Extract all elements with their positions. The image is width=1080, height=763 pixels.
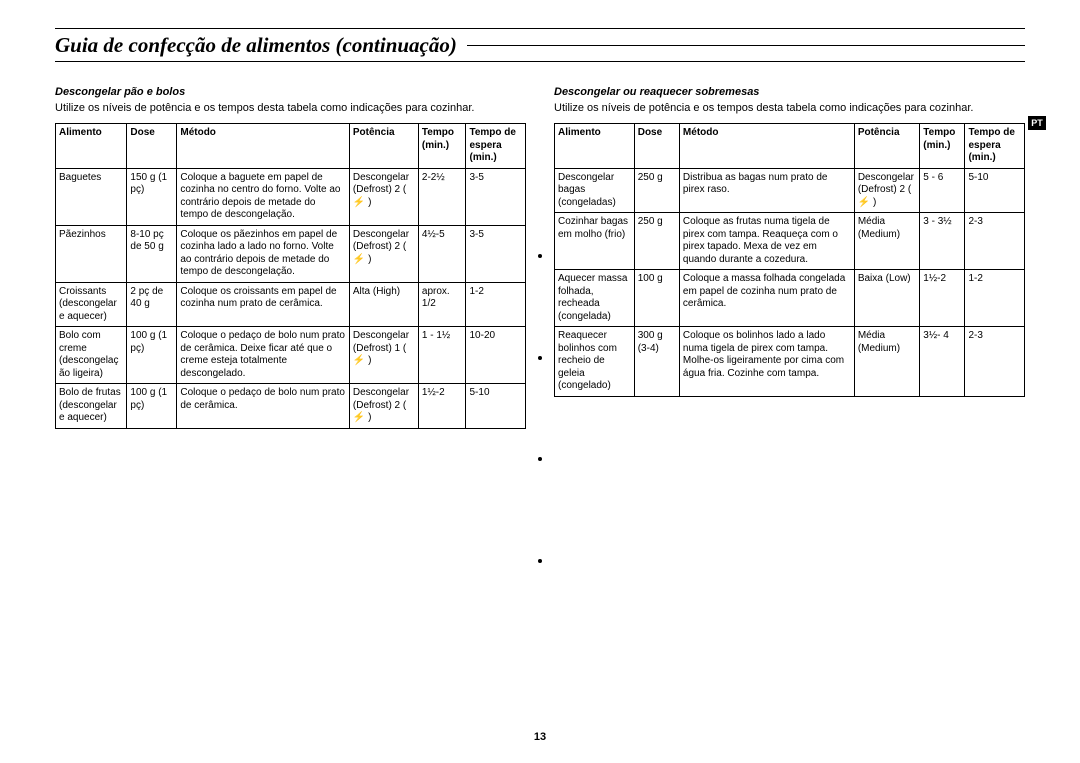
th-espera: Tempo de espera (min.): [965, 124, 1025, 169]
th-tempo: Tempo (min.): [418, 124, 466, 169]
cell: Média (Medium): [854, 213, 919, 270]
cell: 3-5: [466, 168, 526, 225]
title-extend-line: [467, 45, 1025, 46]
cell: Coloque as frutas numa tigela de pirex c…: [679, 213, 854, 270]
cell: Croissants (descongelar e aquecer): [56, 282, 127, 327]
right-table: Alimento Dose Método Potência Tempo (min…: [554, 123, 1025, 397]
table-row: Aquecer massa folhada, recheada (congela…: [555, 270, 1025, 327]
cell: Bolo com creme (descongelação ligeira): [56, 327, 127, 384]
left-section-intro: Utilize os níveis de potência e os tempo…: [55, 101, 526, 115]
table-header-row: Alimento Dose Método Potência Tempo (min…: [555, 124, 1025, 169]
cell: Aquecer massa folhada, recheada (congela…: [555, 270, 635, 327]
page-number: 13: [0, 731, 1080, 743]
th-tempo: Tempo (min.): [920, 124, 965, 169]
th-alimento: Alimento: [56, 124, 127, 169]
right-section-intro: Utilize os níveis de potência e os tempo…: [554, 101, 1025, 115]
table-row: Reaquecer bolinhos com recheio de geleia…: [555, 327, 1025, 397]
table-row: Bolo de frutas (descongelar e aquecer) 1…: [56, 384, 526, 429]
cell: 3 - 3½: [920, 213, 965, 270]
right-column: Descongelar ou reaquecer sobremesas Util…: [554, 86, 1025, 429]
cell: Cozinhar bagas em molho (frio): [555, 213, 635, 270]
cell: Média (Medium): [854, 327, 919, 397]
cell: Descongelar (Defrost) 1 ( ⚡ ): [349, 327, 418, 384]
cell: 100 g: [634, 270, 679, 327]
cell: Bolo de frutas (descongelar e aquecer): [56, 384, 127, 429]
cell: 3½- 4: [920, 327, 965, 397]
table-header-row: Alimento Dose Método Potência Tempo (min…: [56, 124, 526, 169]
th-metodo: Método: [177, 124, 350, 169]
cell: 1-2: [466, 282, 526, 327]
cell: 4½-5: [418, 225, 466, 282]
language-tab: PT: [1028, 116, 1046, 130]
left-table: Alimento Dose Método Potência Tempo (min…: [55, 123, 526, 429]
th-potencia: Potência: [349, 124, 418, 169]
cell: Coloque o pedaço de bolo num prato de ce…: [177, 384, 350, 429]
cell: Descongelar (Defrost) 2 ( ⚡ ): [854, 168, 919, 213]
cell: Coloque os bolinhos lado a lado numa tig…: [679, 327, 854, 397]
title-row: Guia de confecção de alimentos (continua…: [55, 33, 1025, 58]
cell: 5 - 6: [920, 168, 965, 213]
cell: 5-10: [965, 168, 1025, 213]
cell: 100 g (1 pç): [127, 384, 177, 429]
cell: 3-5: [466, 225, 526, 282]
below-title-rule: [55, 61, 1025, 62]
cell: Baguetes: [56, 168, 127, 225]
cell: 2-2½: [418, 168, 466, 225]
th-potencia: Potência: [854, 124, 919, 169]
page-title: Guia de confecção de alimentos (continua…: [55, 33, 467, 58]
th-alimento: Alimento: [555, 124, 635, 169]
cell: Descongelar bagas (congeladas): [555, 168, 635, 213]
top-rule: [55, 28, 1025, 29]
table-row: Baguetes 150 g (1 pç) Coloque a baguete …: [56, 168, 526, 225]
cell: Descongelar (Defrost) 2 ( ⚡ ): [349, 384, 418, 429]
cell: Descongelar (Defrost) 2 ( ⚡ ): [349, 168, 418, 225]
cell: 2 pç de 40 g: [127, 282, 177, 327]
cell: Descongelar (Defrost) 2 ( ⚡ ): [349, 225, 418, 282]
cell: Distribua as bagas num prato de pirex ra…: [679, 168, 854, 213]
table-row: Cozinhar bagas em molho (frio) 250 g Col…: [555, 213, 1025, 270]
cell: 300 g (3-4): [634, 327, 679, 397]
cell: 1½-2: [418, 384, 466, 429]
cell: aprox. 1/2: [418, 282, 466, 327]
cell: 5-10: [466, 384, 526, 429]
cell: 250 g: [634, 168, 679, 213]
th-dose: Dose: [634, 124, 679, 169]
table-row: Descongelar bagas (congeladas) 250 g Dis…: [555, 168, 1025, 213]
cell: 2-3: [965, 213, 1025, 270]
cell: Coloque os croissants em papel de cozinh…: [177, 282, 350, 327]
cell: Coloque a baguete em papel de cozinha no…: [177, 168, 350, 225]
th-espera: Tempo de espera (min.): [466, 124, 526, 169]
th-metodo: Método: [679, 124, 854, 169]
cell: 1 - 1½: [418, 327, 466, 384]
left-column: Descongelar pão e bolos Utilize os nívei…: [55, 86, 526, 429]
cell: 8-10 pç de 50 g: [127, 225, 177, 282]
right-section-title: Descongelar ou reaquecer sobremesas: [554, 86, 1025, 98]
cell: 10-20: [466, 327, 526, 384]
table-row: Bolo com creme (descongelação ligeira) 1…: [56, 327, 526, 384]
cell: Coloque o pedaço de bolo num prato de ce…: [177, 327, 350, 384]
cell: 1-2: [965, 270, 1025, 327]
cell: 2-3: [965, 327, 1025, 397]
cell: Reaquecer bolinhos com recheio de geleia…: [555, 327, 635, 397]
cell: Baixa (Low): [854, 270, 919, 327]
table-row: Croissants (descongelar e aquecer) 2 pç …: [56, 282, 526, 327]
cell: Alta (High): [349, 282, 418, 327]
cell: Coloque a massa folhada congelada em pap…: [679, 270, 854, 327]
table-row: Pãezinhos 8-10 pç de 50 g Coloque os pãe…: [56, 225, 526, 282]
page: Guia de confecção de alimentos (continua…: [0, 0, 1080, 763]
th-dose: Dose: [127, 124, 177, 169]
cell: 100 g (1 pç): [127, 327, 177, 384]
cell: 250 g: [634, 213, 679, 270]
cell: Coloque os pãezinhos em papel de cozinha…: [177, 225, 350, 282]
cell: 150 g (1 pç): [127, 168, 177, 225]
cell: 1½-2: [920, 270, 965, 327]
left-section-title: Descongelar pão e bolos: [55, 86, 526, 98]
column-divider-dots: [538, 254, 542, 563]
cell: Pãezinhos: [56, 225, 127, 282]
